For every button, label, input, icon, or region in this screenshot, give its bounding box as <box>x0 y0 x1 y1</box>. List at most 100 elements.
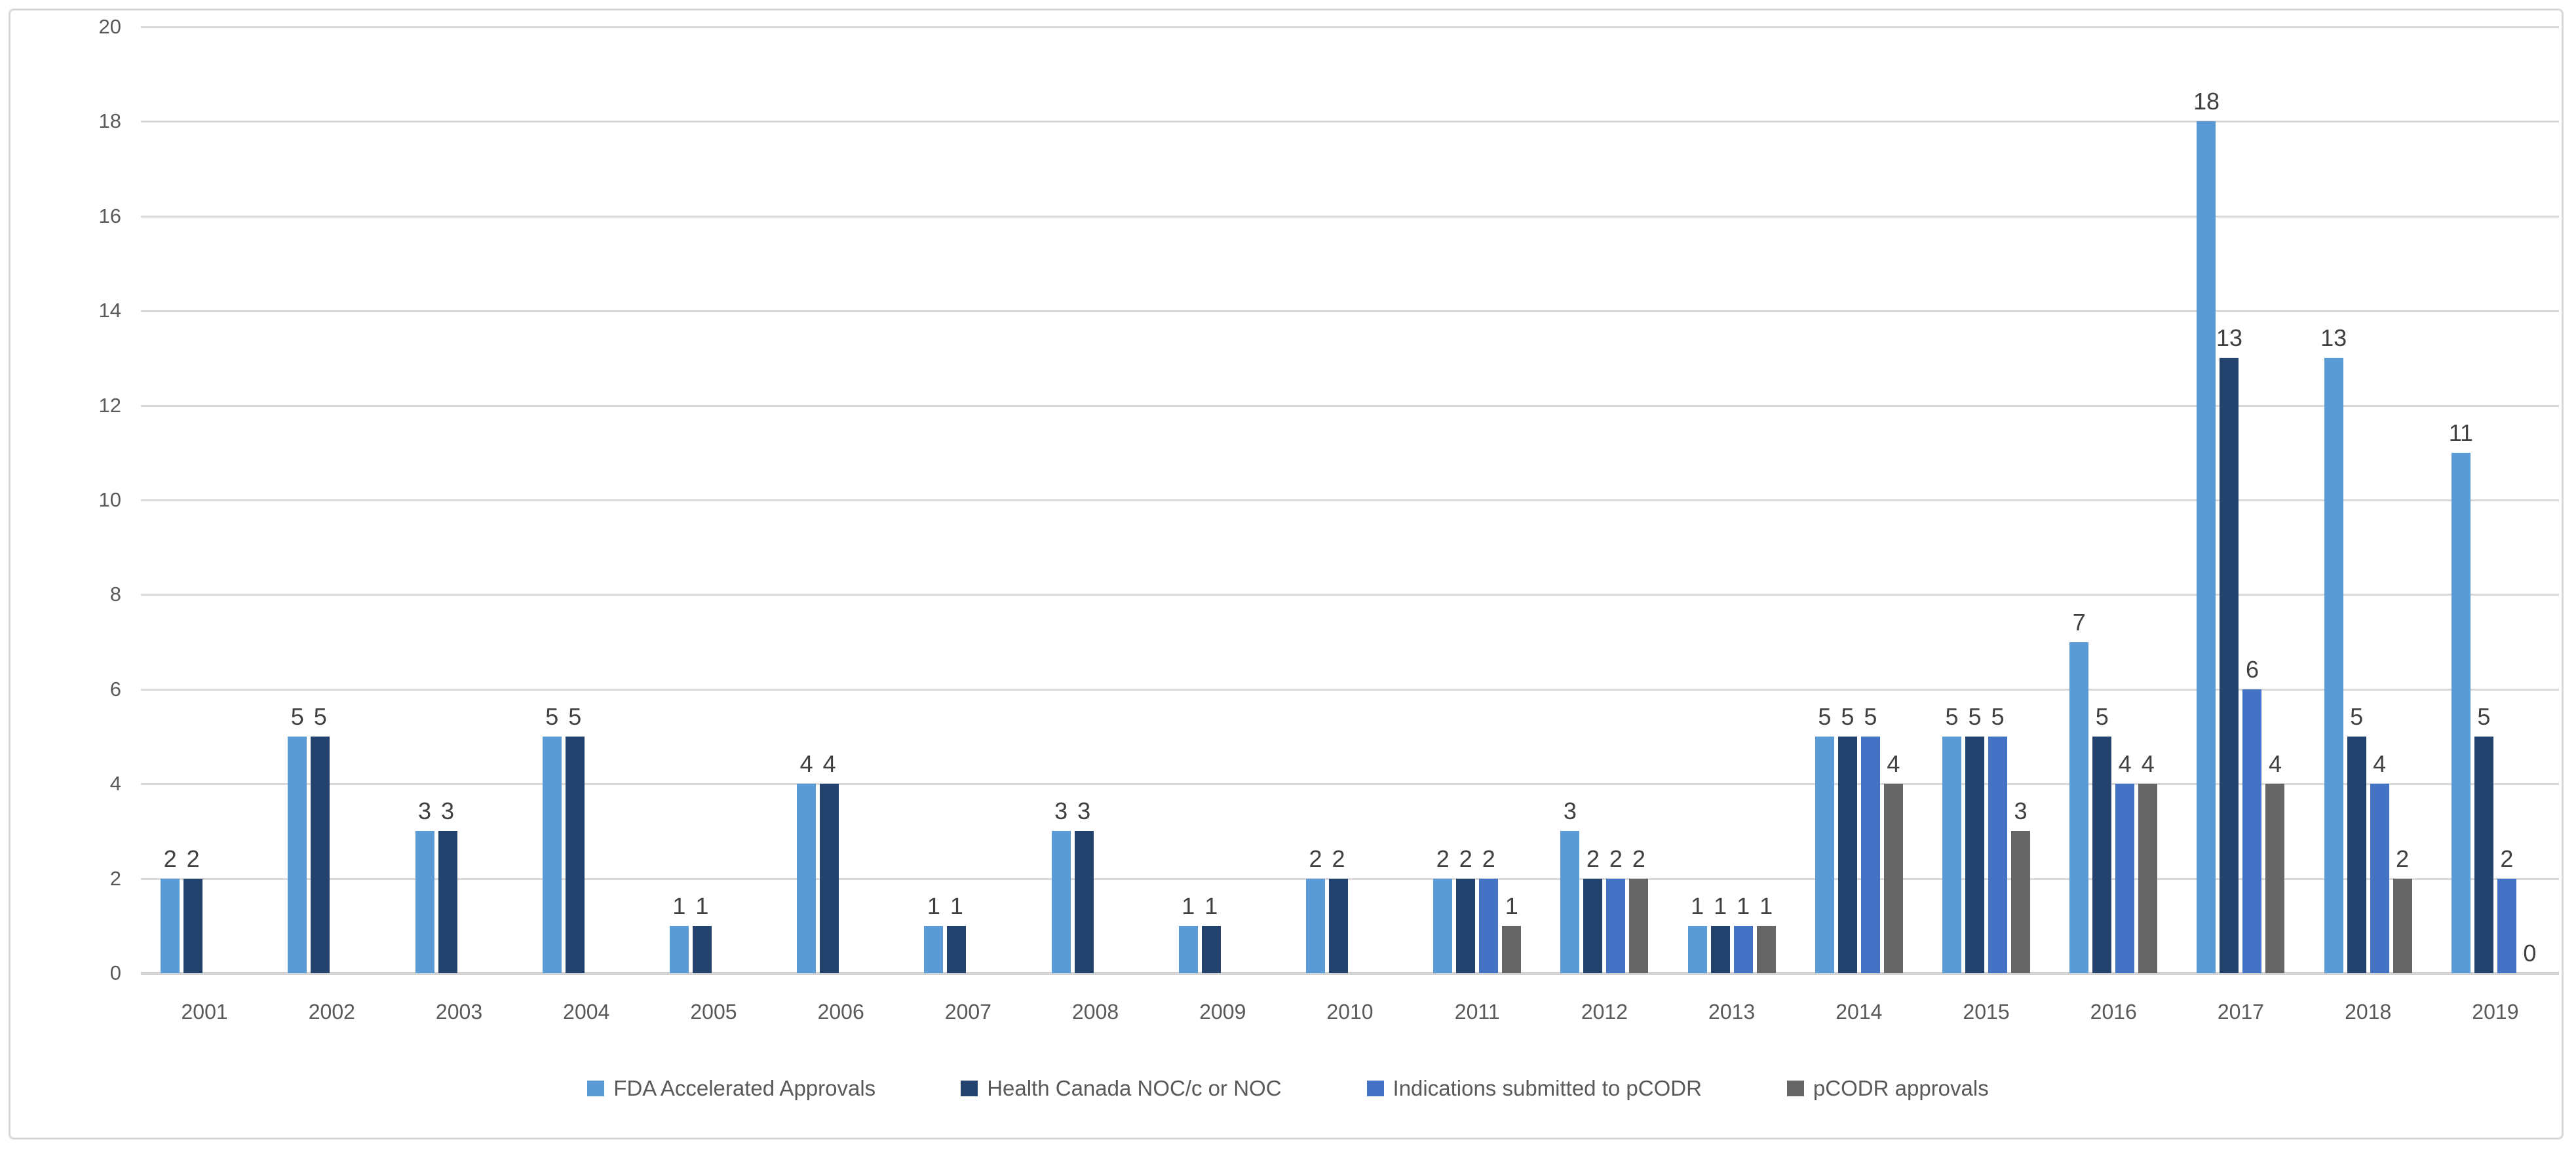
bar-2014-series1 <box>1815 737 1834 973</box>
bar-2017-series2 <box>2220 358 2239 973</box>
data-label: 4 <box>2141 750 2155 778</box>
data-label: 1 <box>672 892 686 919</box>
data-label: 2 <box>1609 845 1623 872</box>
legend-item-4: pCODR approvals <box>1786 1075 1989 1102</box>
bar-2002-series2 <box>311 737 330 973</box>
x-axis-tick-label: 2011 <box>1454 1000 1500 1024</box>
bar-2011-series2 <box>1456 878 1476 973</box>
data-label: 2 <box>1459 845 1472 872</box>
bar-2007-series2 <box>947 925 967 973</box>
data-label: 2 <box>1436 845 1450 872</box>
gridline <box>141 121 2559 123</box>
bar-2013-series4 <box>1756 925 1776 973</box>
data-label: 5 <box>2477 703 2491 730</box>
bar-2011-series1 <box>1433 878 1453 973</box>
bar-2018-series3 <box>2370 784 2389 973</box>
data-label: 1 <box>1691 892 1704 919</box>
data-label: 3 <box>418 797 432 825</box>
x-axis-tick-label: 2003 <box>435 1000 483 1024</box>
gridline <box>141 26 2559 28</box>
bar-2013-series2 <box>1710 925 1730 973</box>
bar-2019-series3 <box>2497 878 2516 973</box>
x-axis-tick-label: 2004 <box>563 1000 610 1024</box>
gridline <box>141 310 2559 313</box>
x-axis-tick-label: 2018 <box>2345 1000 2392 1024</box>
bar-2010-series2 <box>1329 878 1348 973</box>
data-label: 2 <box>1632 845 1645 872</box>
gridline <box>141 499 2559 501</box>
data-label: 1 <box>695 892 709 919</box>
bar-2015-series4 <box>2011 831 2031 973</box>
gridline <box>141 594 2559 596</box>
bar-2015-series1 <box>1942 737 1962 973</box>
data-label: 5 <box>2095 703 2109 730</box>
bar-2002-series1 <box>288 737 307 973</box>
legend-label: FDA Accelerated Approvals <box>613 1076 876 1100</box>
bar-2013-series1 <box>1687 925 1707 973</box>
bar-2005-series1 <box>669 925 689 973</box>
x-axis-tick-label: 2009 <box>1199 1000 1246 1024</box>
data-label: 2 <box>1482 845 1495 872</box>
x-axis-line <box>141 972 2559 975</box>
bar-2014-series4 <box>1883 784 1903 973</box>
legend-label: Indications submitted to pCODR <box>1393 1076 1702 1100</box>
legend-swatch-icon <box>961 1081 978 1096</box>
bar-2012-series2 <box>1583 878 1603 973</box>
legend: FDA Accelerated Approvals Health Canada N… <box>0 1075 2576 1102</box>
data-label: 1 <box>1505 892 1518 919</box>
data-label: 5 <box>1991 703 2005 730</box>
data-label: 5 <box>1841 703 1855 730</box>
bar-2012-series1 <box>1560 831 1580 973</box>
data-label: 5 <box>313 703 327 730</box>
data-label: 2 <box>163 845 177 872</box>
y-axis-tick-label: 8 <box>109 583 121 606</box>
data-label: 5 <box>2350 703 2364 730</box>
bar-2017-series3 <box>2242 689 2262 973</box>
data-label: 13 <box>2216 324 2242 352</box>
x-axis-tick-label: 2005 <box>690 1000 737 1024</box>
chart-border <box>9 9 2564 1140</box>
data-label: 5 <box>545 703 559 730</box>
legend-swatch-icon <box>587 1081 605 1096</box>
bar-2003-series2 <box>438 831 457 973</box>
data-label: 5 <box>290 703 304 730</box>
x-axis-tick-label: 2012 <box>1581 1000 1628 1024</box>
bar-2008-series2 <box>1074 831 1094 973</box>
gridline <box>141 688 2559 691</box>
data-label: 1 <box>1204 892 1218 919</box>
y-axis-tick-label: 12 <box>98 393 121 417</box>
legend-label: pCODR approvals <box>1813 1076 1989 1100</box>
data-label: 4 <box>1887 750 1900 778</box>
y-axis-tick-label: 4 <box>109 772 121 796</box>
y-axis-tick-label: 10 <box>98 488 121 511</box>
bar-2018-series2 <box>2347 737 2366 973</box>
data-label: 2 <box>1309 845 1322 872</box>
bar-2019-series2 <box>2474 737 2493 973</box>
data-label: 2 <box>2396 845 2410 872</box>
data-label: 4 <box>2118 750 2132 778</box>
data-label: 1 <box>927 892 940 919</box>
bar-2019-series1 <box>2451 452 2470 973</box>
bar-2009-series1 <box>1178 925 1198 973</box>
x-axis-tick-label: 2017 <box>2217 1000 2265 1024</box>
bar-2012-series4 <box>1629 878 1649 973</box>
x-axis-tick-label: 2007 <box>944 1000 991 1024</box>
bar-2001-series1 <box>161 878 180 973</box>
x-axis-tick-label: 2016 <box>2090 1000 2137 1024</box>
x-axis-tick-label: 2002 <box>308 1000 355 1024</box>
data-label: 18 <box>2193 88 2220 115</box>
legend-label: Health Canada NOC/c or NOC <box>987 1076 1282 1100</box>
y-axis-tick-label: 20 <box>98 15 121 38</box>
x-axis-tick-label: 2008 <box>1071 1000 1119 1024</box>
data-label: 1 <box>1182 892 1195 919</box>
data-label: 4 <box>2268 750 2282 778</box>
bar-2006-series1 <box>797 784 817 973</box>
data-label: 3 <box>1563 797 1577 825</box>
gridline <box>141 404 2559 407</box>
bar-2018-series1 <box>2324 358 2343 973</box>
x-axis-tick-label: 2014 <box>1836 1000 1883 1024</box>
bar-2016-series3 <box>2115 784 2135 973</box>
bar-2008-series1 <box>1051 831 1071 973</box>
bar-2017-series4 <box>2265 784 2285 973</box>
